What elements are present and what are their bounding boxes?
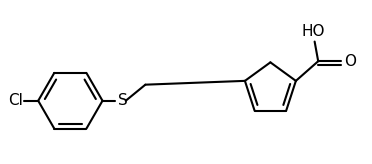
Text: S: S: [118, 93, 128, 108]
Text: HO: HO: [302, 24, 326, 39]
Text: O: O: [344, 54, 356, 69]
Text: Cl: Cl: [8, 93, 23, 108]
